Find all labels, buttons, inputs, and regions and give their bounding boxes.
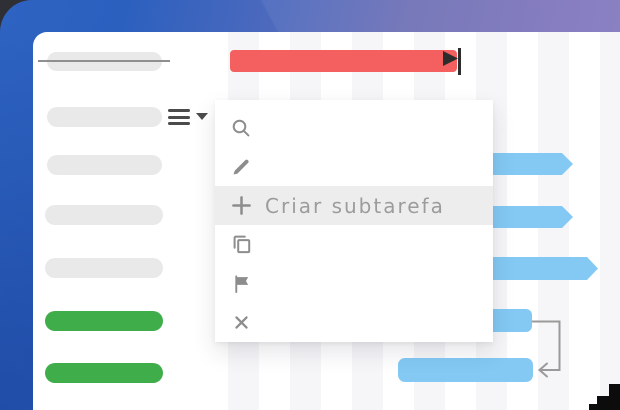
menu-item-label: Criar subtarefa	[265, 193, 445, 218]
completed-task-placeholder	[45, 363, 163, 383]
weekend-stripe	[600, 32, 620, 410]
completed-task-placeholder	[45, 311, 163, 331]
task-context-menu: Criar subtarefa	[215, 100, 493, 342]
close-icon	[230, 312, 252, 334]
dependency-arrow	[532, 320, 561, 378]
gantt-bar-row5[interactable]	[470, 257, 598, 280]
task-title-strikethrough	[38, 60, 170, 62]
task-row-placeholder	[47, 155, 162, 175]
gantt-bar-row3[interactable]	[470, 153, 573, 175]
menu-item-edit[interactable]	[215, 147, 493, 186]
gantt-bar-row7[interactable]	[398, 358, 533, 382]
menu-item-delete[interactable]	[215, 303, 493, 342]
task-row-placeholder	[45, 205, 163, 225]
hamburger-menu-icon[interactable]	[168, 109, 208, 125]
gantt-bar-row4[interactable]	[470, 206, 573, 228]
copy-icon	[230, 234, 252, 256]
pencil-icon	[230, 156, 252, 178]
deadline-marker	[457, 48, 461, 75]
menu-item-create-subtask[interactable]: Criar subtarefa	[215, 186, 493, 225]
task-row-placeholder	[45, 258, 163, 278]
search-icon	[230, 117, 252, 139]
menu-item-search[interactable]	[215, 108, 493, 147]
gantt-app-card: Criar subtarefa	[33, 32, 620, 410]
plus-icon	[230, 195, 252, 217]
menu-item-duplicate[interactable]	[215, 225, 493, 264]
flag-icon	[230, 273, 252, 295]
task-row-placeholder	[47, 107, 162, 127]
chevron-down-icon[interactable]	[196, 113, 208, 120]
menu-item-flag[interactable]	[215, 264, 493, 303]
gantt-bar-critical[interactable]	[230, 50, 457, 72]
cursor-icon	[589, 404, 620, 410]
